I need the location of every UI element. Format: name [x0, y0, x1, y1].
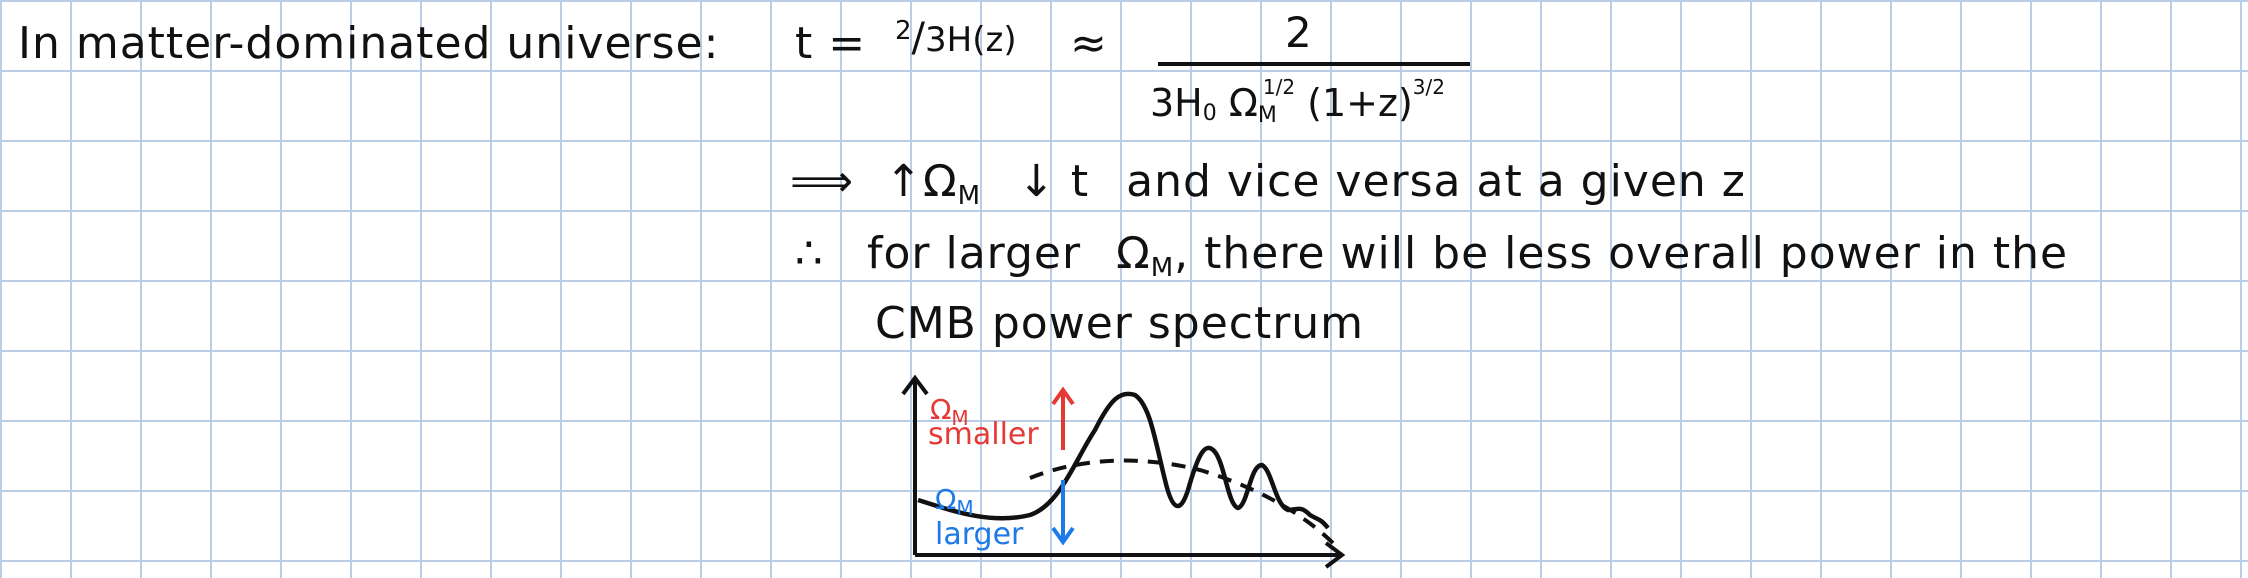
- omega-symbol: Ω: [1116, 228, 1151, 279]
- spectrum-line: CMB power spectrum: [875, 298, 1365, 349]
- den-h-sub: 0: [1202, 101, 1217, 126]
- omega-symbol: Ω: [922, 156, 958, 207]
- den-prefix: 3H: [1150, 81, 1203, 125]
- down-arrow-icon: ↓: [1018, 156, 1056, 207]
- fraction-denominator: 3H0 ΩM 1/2 (1+z)3/2: [1150, 77, 1445, 127]
- den-paren-sup: 3/2: [1412, 75, 1445, 99]
- implication-line: ⟹ ↑ΩM ↓ t and vice versa at a given z: [790, 160, 1746, 210]
- omega-sub: M: [957, 181, 982, 211]
- red-omega-sub: M: [951, 406, 969, 430]
- den-paren: (1+z): [1307, 81, 1413, 125]
- blue-omega-label: ΩM: [935, 483, 974, 519]
- up-arrow-icon: ↑: [885, 156, 923, 207]
- den-omega-sub: M: [1257, 103, 1277, 128]
- smaller-label: smaller: [928, 417, 1039, 452]
- t-symbol: t: [1070, 156, 1090, 207]
- envelope-dashed-curve: [1029, 458, 1337, 547]
- x-axis-arrowhead: [1324, 541, 1346, 569]
- den-omega-sup: 1/2: [1262, 75, 1296, 99]
- fraction-numerator: 2: [1285, 8, 1312, 57]
- therefore-symbol: ∴: [795, 228, 824, 279]
- approx-sign: ≈: [1070, 18, 1108, 69]
- red-up-arrowhead: [1051, 386, 1075, 406]
- larger-label: larger: [935, 517, 1024, 552]
- red-omega-label: ΩM: [930, 393, 969, 429]
- blue-omega-sub: M: [956, 496, 974, 520]
- t-equals: t =: [795, 18, 867, 69]
- for-larger-text: for larger: [867, 228, 1082, 279]
- blue-down-arrowhead: [1051, 526, 1075, 546]
- intro-text: In matter-dominated universe:: [18, 18, 720, 69]
- implies-arrow: ⟹: [790, 156, 855, 207]
- red-omega: Ω: [930, 393, 952, 426]
- omega-sub: M: [1150, 253, 1175, 283]
- y-axis-arrowhead: [901, 374, 929, 396]
- less-power-text: , there will be less overall power in th…: [1174, 228, 2069, 279]
- inline-fraction-numerator: 2: [895, 16, 912, 46]
- blue-omega: Ω: [935, 483, 957, 516]
- inline-fraction-denominator: 3H(z): [925, 20, 1017, 60]
- den-omega: Ω: [1228, 81, 1258, 125]
- fraction-bar: [1158, 62, 1470, 66]
- spectrum-curve: [917, 391, 1330, 530]
- fraction-slash: /: [911, 15, 926, 61]
- vice-versa-text: and vice versa at a given z: [1126, 156, 1746, 207]
- conclusion-line: ∴ for larger ΩM, there will be less over…: [795, 232, 2068, 282]
- inline-fraction: 2/3H(z): [895, 18, 1017, 58]
